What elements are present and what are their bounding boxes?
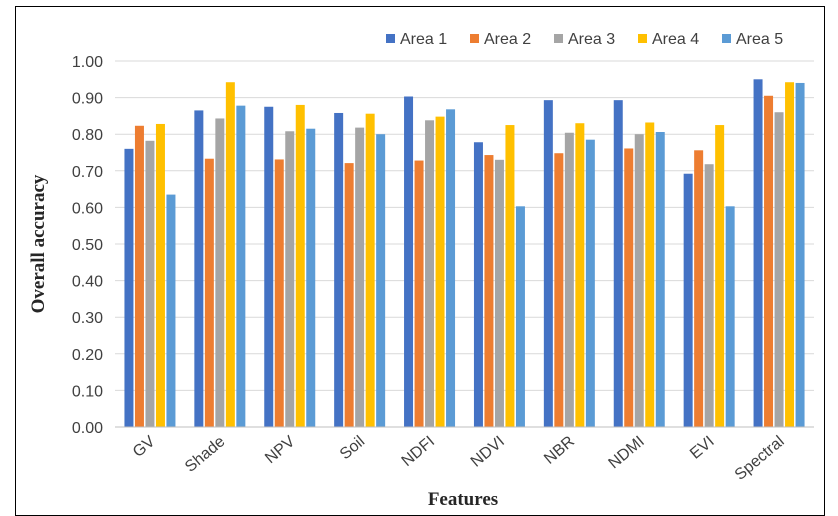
x-category-label: Spectral bbox=[732, 433, 788, 484]
x-category-label: EVI bbox=[687, 433, 718, 463]
x-axis-title: Features bbox=[428, 489, 498, 509]
y-tick-label: 0.10 bbox=[72, 383, 103, 400]
bar-area-4-gv bbox=[155, 123, 165, 427]
bar-area-5-npv bbox=[306, 128, 316, 427]
bar-area-3-npv bbox=[285, 131, 295, 427]
bar-area-4-nbr bbox=[575, 123, 585, 427]
bar-area-2-ndvi bbox=[484, 155, 494, 427]
legend-label: Area 3 bbox=[568, 31, 615, 48]
bar-area-4-npv bbox=[295, 104, 305, 428]
y-tick-label: 0.90 bbox=[72, 91, 103, 108]
bar-area-1-evi bbox=[683, 173, 693, 427]
bar-area-3-shade bbox=[215, 118, 225, 428]
legend-swatch bbox=[722, 34, 731, 43]
bar-area-5-ndmi bbox=[655, 132, 665, 427]
bar-area-4-evi bbox=[715, 125, 725, 428]
legend-label: Area 1 bbox=[400, 31, 447, 48]
y-tick-label: 0.60 bbox=[72, 200, 103, 217]
x-category-label: Shade bbox=[182, 433, 228, 476]
y-tick-label: 1.00 bbox=[72, 54, 103, 71]
y-tick-label: 0.80 bbox=[72, 127, 103, 144]
bar-area-5-soil bbox=[376, 134, 386, 427]
legend-swatch bbox=[638, 34, 647, 43]
bar-area-1-npv bbox=[264, 106, 274, 427]
bar-area-2-npv bbox=[274, 159, 284, 427]
x-category-label: NDVI bbox=[468, 433, 508, 471]
x-category-label: Soil bbox=[337, 433, 368, 463]
bar-area-3-gv bbox=[145, 140, 155, 428]
legend-label: Area 2 bbox=[484, 31, 531, 48]
bar-area-1-spectral bbox=[753, 79, 763, 428]
legend-label: Area 4 bbox=[652, 31, 699, 48]
bar-area-2-ndfi bbox=[414, 160, 424, 428]
legend-label: Area 5 bbox=[736, 31, 783, 48]
bar-area-3-nbr bbox=[564, 132, 574, 428]
bar-area-5-evi bbox=[725, 206, 735, 427]
y-tick-label: 0.20 bbox=[72, 347, 103, 364]
bar-area-4-shade bbox=[225, 82, 235, 427]
bar-area-1-ndfi bbox=[404, 96, 414, 427]
x-category-label: NDFI bbox=[399, 433, 439, 470]
bar-area-5-shade bbox=[236, 105, 246, 428]
bar-area-3-ndmi bbox=[634, 134, 644, 427]
bars bbox=[124, 79, 805, 428]
bar-area-4-ndfi bbox=[435, 116, 445, 427]
x-category-label: NDMI bbox=[606, 433, 648, 472]
bar-area-2-gv bbox=[134, 125, 144, 427]
bar-area-2-ndmi bbox=[624, 148, 634, 427]
bar-area-3-ndvi bbox=[494, 159, 504, 427]
legend-swatch bbox=[554, 34, 563, 43]
bar-area-5-spectral bbox=[795, 82, 805, 428]
y-axis-title: Overall accuracy bbox=[28, 174, 49, 313]
y-tick-label: 0.00 bbox=[72, 420, 103, 437]
bar-area-4-spectral bbox=[785, 82, 795, 427]
bar-area-1-shade bbox=[194, 110, 204, 427]
y-tick-label: 0.40 bbox=[72, 274, 103, 291]
legend: Area 1 Area 2 Area 3 Area 4 Area 5 bbox=[386, 31, 783, 48]
bar-area-2-shade bbox=[204, 158, 214, 427]
bar-area-5-nbr bbox=[585, 139, 595, 427]
x-axis-categories: GV Shade NPV Soil NDFI NDVI NBR NDMI EVI Spectral bbox=[130, 433, 788, 484]
bar-area-1-soil bbox=[334, 112, 344, 427]
bar-area-4-ndmi bbox=[645, 122, 655, 428]
bar-area-2-evi bbox=[694, 150, 704, 428]
y-tick-label: 0.50 bbox=[72, 237, 103, 254]
bar-area-2-nbr bbox=[554, 153, 564, 428]
y-tick-label: 0.70 bbox=[72, 164, 103, 181]
bar-area-1-nbr bbox=[543, 100, 553, 427]
bar-area-5-ndfi bbox=[446, 109, 456, 427]
x-category-label: NBR bbox=[541, 433, 578, 468]
bar-area-2-spectral bbox=[764, 95, 774, 428]
x-category-label: NPV bbox=[262, 433, 298, 467]
bar-area-5-ndvi bbox=[515, 206, 525, 427]
y-axis-ticks: 0.00 0.10 0.20 0.30 0.40 0.50 0.60 0.70 0.80 0.90… bbox=[72, 54, 103, 437]
bar-area-3-evi bbox=[704, 164, 714, 427]
legend-swatch bbox=[386, 34, 395, 43]
bar-area-1-gv bbox=[124, 148, 134, 427]
bar-area-4-ndvi bbox=[505, 125, 515, 428]
bar-area-3-ndfi bbox=[425, 120, 435, 427]
x-category-label: GV bbox=[130, 433, 159, 461]
bar-area-4-soil bbox=[365, 113, 375, 427]
bar-area-2-soil bbox=[344, 163, 354, 428]
bar-area-5-gv bbox=[166, 194, 176, 427]
y-tick-label: 0.30 bbox=[72, 310, 103, 327]
legend-swatch bbox=[470, 34, 479, 43]
bar-area-3-soil bbox=[355, 127, 365, 428]
bar-area-1-ndvi bbox=[473, 142, 483, 427]
bar-area-3-spectral bbox=[774, 112, 784, 428]
bar-area-1-ndmi bbox=[613, 100, 623, 427]
